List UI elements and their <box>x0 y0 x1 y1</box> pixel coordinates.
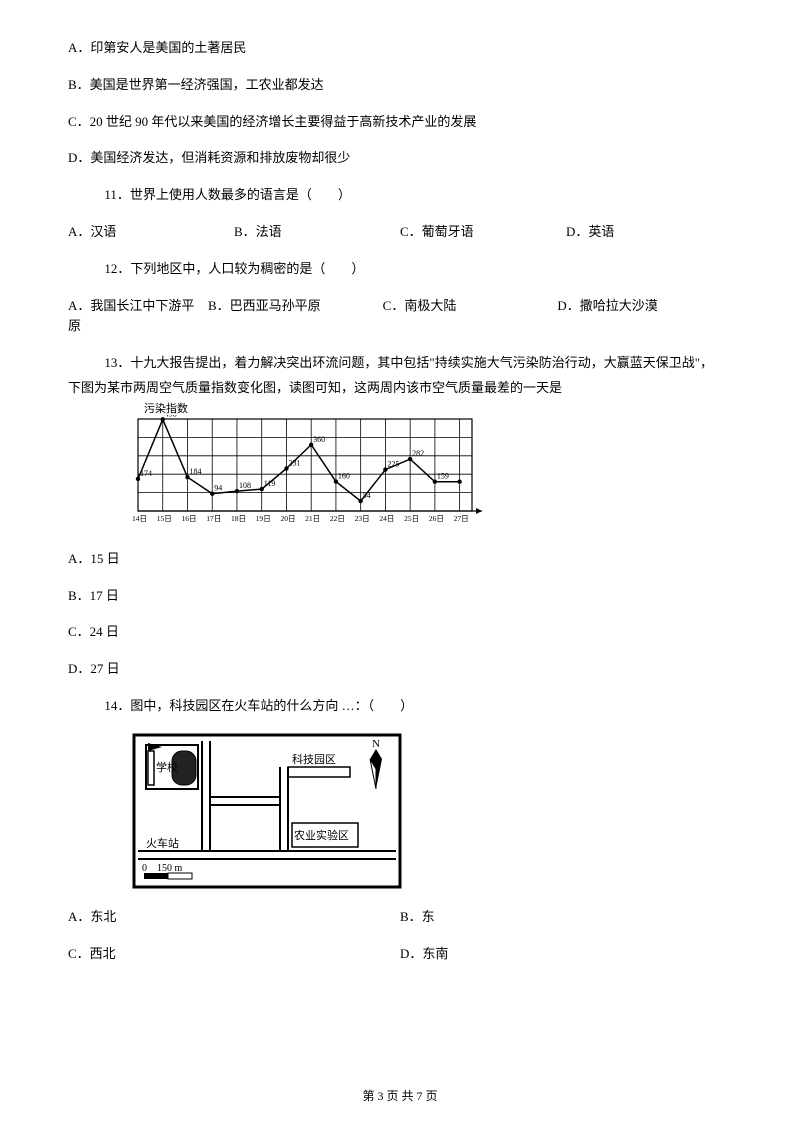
q11-option-b: B．法语 <box>234 222 400 243</box>
q13-stem-line1: 13．十九大报告提出，着力解决突出环流问题，其中包括"持续实施大气污染防治行动，… <box>68 353 732 374</box>
q12-option-a-line2: 原 <box>68 316 208 337</box>
q12-option-a: A．我国长江中下游平 原 <box>68 296 208 338</box>
map-north-label: N <box>372 738 380 750</box>
q13-option-d: D．27 日 <box>68 659 732 680</box>
q13-option-a: A．15 日 <box>68 549 732 570</box>
q11-option-a: A．汉语 <box>68 222 234 243</box>
q14-options: A．东北 B．东 C．西北 D．东南 <box>68 907 732 981</box>
q14-option-c: C．西北 <box>68 944 400 965</box>
q14-option-d: D．东南 <box>400 944 732 965</box>
map-station-label: 火车站 <box>146 836 179 850</box>
map-tech-label: 科技园区 <box>292 752 336 766</box>
svg-text:108: 108 <box>239 481 251 490</box>
q11-option-d: D．英语 <box>566 222 732 243</box>
svg-text:16日: 16日 <box>181 514 196 523</box>
svg-text:27日: 27日 <box>454 514 469 523</box>
q11-options: A．汉语 B．法语 C．葡萄牙语 D．英语 <box>68 222 732 243</box>
q14-map-svg: 学校 科技园区 火车站 农业实验区 N 0 150 m <box>132 733 402 889</box>
svg-text:119: 119 <box>264 479 276 488</box>
q12-stem: 12．下列地区中，人口较为稠密的是（ ） <box>68 259 732 280</box>
svg-text:184: 184 <box>189 467 201 476</box>
svg-text:24日: 24日 <box>379 514 394 523</box>
svg-text:21日: 21日 <box>305 514 320 523</box>
q13-option-b: B．17 日 <box>68 586 732 607</box>
svg-text:159: 159 <box>437 472 449 481</box>
map-school-label: 学校 <box>156 760 178 774</box>
svg-text:14日: 14日 <box>132 514 147 523</box>
q12-options: A．我国长江中下游平 原 B．巴西亚马孙平原 C．南极大陆 D．撒哈拉大沙漠 <box>68 296 732 338</box>
svg-text:22日: 22日 <box>330 514 345 523</box>
q10-option-a: A．印第安人是美国的土著居民 <box>68 38 732 59</box>
q10-option-d: D．美国经济发达，但消耗资源和排放废物却很少 <box>68 148 732 169</box>
q10-option-b: B．美国是世界第一经济强国，工农业都发达 <box>68 75 732 96</box>
q12-option-c: C．南极大陆 <box>383 296 558 317</box>
map-agri-label: 农业实验区 <box>294 828 349 842</box>
svg-text:54: 54 <box>363 491 371 500</box>
svg-text:231: 231 <box>288 458 300 467</box>
q13-chart-svg: 1744981849410811923136016054225282159 14… <box>132 415 488 531</box>
q12-option-d: D．撒哈拉大沙漠 <box>557 296 732 317</box>
svg-text:174: 174 <box>140 469 152 478</box>
svg-text:225: 225 <box>387 459 399 468</box>
q14-option-b: B．东 <box>400 907 732 928</box>
q13-option-c: C．24 日 <box>68 622 732 643</box>
q14-map: 学校 科技园区 火车站 农业实验区 N 0 150 m <box>132 733 402 889</box>
q14-stem: 14．图中，科技园区在火车站的什么方向 …：（ ） <box>68 696 732 717</box>
q13-stem-line2: 下图为某市两周空气质量指数变化图，读图可知，这两周内该市空气质量最差的一天是 <box>68 378 732 399</box>
q12-option-a-line1: A．我国长江中下游平 <box>68 296 208 317</box>
svg-text:26日: 26日 <box>429 514 444 523</box>
svg-text:282: 282 <box>412 449 424 458</box>
q11-option-c: C．葡萄牙语 <box>400 222 566 243</box>
svg-text:18日: 18日 <box>231 514 246 523</box>
map-scale-label: 0 150 m <box>142 863 182 874</box>
svg-text:19日: 19日 <box>256 514 271 523</box>
svg-text:15日: 15日 <box>157 514 172 523</box>
svg-text:25日: 25日 <box>404 514 419 523</box>
svg-text:23日: 23日 <box>355 514 370 523</box>
svg-text:94: 94 <box>214 483 222 492</box>
q13-chart-ylabel: 污染指数 <box>144 401 188 419</box>
q11-stem: 11．世界上使用人数最多的语言是（ ） <box>68 185 732 206</box>
page-footer: 第 3 页 共 7 页 <box>0 1087 800 1106</box>
q13-chart: 污染指数 17449818494108119231360160542252821… <box>132 415 488 531</box>
q12-option-b: B．巴西亚马孙平原 <box>208 296 383 317</box>
svg-text:360: 360 <box>313 435 325 444</box>
svg-text:160: 160 <box>338 471 350 480</box>
q13-options: A．15 日 B．17 日 C．24 日 D．27 日 <box>68 549 732 680</box>
svg-text:20日: 20日 <box>280 514 295 523</box>
q14-option-a: A．东北 <box>68 907 400 928</box>
q10-option-c: C．20 世纪 90 年代以来美国的经济增长主要得益于高新技术产业的发展 <box>68 112 732 133</box>
svg-text:17日: 17日 <box>206 514 221 523</box>
